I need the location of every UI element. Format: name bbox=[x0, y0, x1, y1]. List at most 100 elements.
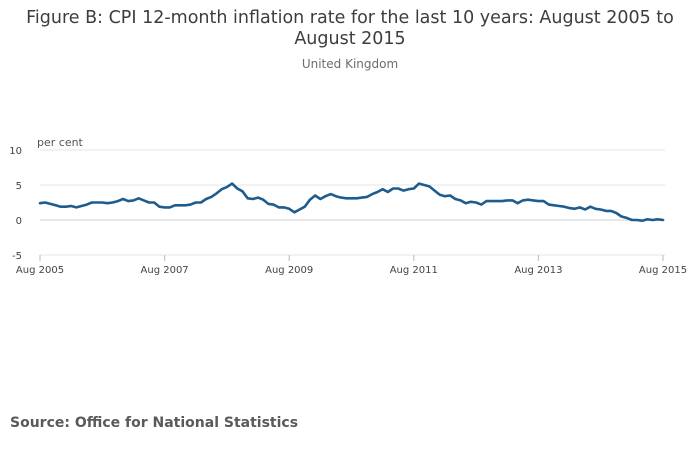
data-point bbox=[594, 208, 596, 210]
data-point bbox=[527, 199, 529, 201]
data-point bbox=[143, 199, 145, 201]
data-point bbox=[511, 199, 513, 201]
data-point bbox=[195, 201, 197, 203]
data-point bbox=[117, 200, 119, 202]
data-point bbox=[345, 197, 347, 199]
data-point bbox=[423, 184, 425, 186]
data-point bbox=[179, 204, 181, 206]
data-point bbox=[70, 205, 72, 207]
data-point bbox=[324, 195, 326, 197]
chart-subtitle: United Kingdom bbox=[301, 57, 399, 71]
data-point bbox=[418, 182, 420, 184]
series-layer bbox=[38, 182, 665, 222]
data-point bbox=[91, 201, 93, 203]
data-point bbox=[288, 208, 290, 210]
data-point bbox=[314, 194, 316, 196]
data-point bbox=[625, 217, 627, 219]
data-point bbox=[137, 197, 139, 199]
data-point bbox=[335, 195, 337, 197]
data-point bbox=[407, 188, 409, 190]
data-point bbox=[226, 186, 228, 188]
data-point bbox=[428, 185, 430, 187]
data-point bbox=[252, 198, 254, 200]
data-point bbox=[636, 219, 638, 221]
y-tick-label: -5 bbox=[12, 251, 22, 262]
data-point bbox=[558, 205, 560, 207]
x-tick-label: Aug 2011 bbox=[390, 265, 438, 276]
gridlines bbox=[40, 149, 665, 256]
data-point bbox=[60, 206, 62, 208]
data-point bbox=[350, 197, 352, 199]
data-point bbox=[387, 191, 389, 193]
data-point bbox=[631, 219, 633, 221]
data-point bbox=[537, 200, 539, 202]
data-point bbox=[662, 219, 664, 221]
data-point bbox=[298, 208, 300, 210]
data-point bbox=[54, 204, 56, 206]
series-line bbox=[38, 182, 665, 222]
data-point bbox=[215, 192, 217, 194]
data-point bbox=[657, 218, 659, 220]
data-point bbox=[444, 195, 446, 197]
data-point bbox=[106, 202, 108, 204]
data-point bbox=[148, 201, 150, 203]
data-point bbox=[392, 187, 394, 189]
data-point bbox=[65, 206, 67, 208]
data-point bbox=[262, 199, 264, 201]
data-point bbox=[96, 201, 98, 203]
data-point bbox=[101, 201, 103, 203]
data-point bbox=[293, 211, 295, 213]
data-point bbox=[49, 203, 51, 205]
y-tick-label: 5 bbox=[16, 181, 22, 192]
data-point bbox=[231, 182, 233, 184]
data-point bbox=[433, 189, 435, 191]
data-point bbox=[381, 188, 383, 190]
data-point bbox=[330, 193, 332, 195]
data-point bbox=[439, 194, 441, 196]
data-point bbox=[184, 204, 186, 206]
data-point bbox=[122, 198, 124, 200]
y-tick-label: 10 bbox=[9, 146, 22, 157]
data-point bbox=[600, 208, 602, 210]
data-point bbox=[163, 206, 165, 208]
y-tick-label: 0 bbox=[16, 216, 22, 227]
data-point bbox=[132, 199, 134, 201]
data-point bbox=[568, 207, 570, 209]
data-point bbox=[236, 187, 238, 189]
data-point bbox=[272, 203, 274, 205]
data-point bbox=[470, 201, 472, 203]
x-tick-label: Aug 2005 bbox=[16, 265, 64, 276]
x-tick-label: Aug 2007 bbox=[141, 265, 189, 276]
data-point bbox=[459, 199, 461, 201]
data-point bbox=[485, 200, 487, 202]
data-point bbox=[86, 203, 88, 205]
data-point bbox=[278, 206, 280, 208]
data-point bbox=[169, 206, 171, 208]
data-point bbox=[548, 203, 550, 205]
data-point bbox=[257, 196, 259, 198]
data-point bbox=[574, 208, 576, 210]
data-point bbox=[267, 203, 269, 205]
data-point bbox=[246, 197, 248, 199]
data-point bbox=[496, 200, 498, 202]
data-point bbox=[39, 202, 41, 204]
data-point bbox=[641, 220, 643, 222]
data-point bbox=[465, 202, 467, 204]
data-point bbox=[413, 187, 415, 189]
data-point bbox=[579, 206, 581, 208]
x-tick-label: Aug 2013 bbox=[514, 265, 562, 276]
data-point bbox=[158, 206, 160, 208]
data-point bbox=[111, 201, 113, 203]
data-point bbox=[646, 218, 648, 220]
data-point bbox=[620, 215, 622, 217]
data-point bbox=[366, 196, 368, 198]
data-point bbox=[340, 196, 342, 198]
data-point bbox=[200, 201, 202, 203]
data-point bbox=[490, 200, 492, 202]
data-point bbox=[584, 208, 586, 210]
data-point bbox=[589, 206, 591, 208]
data-point bbox=[615, 212, 617, 214]
data-point bbox=[506, 199, 508, 201]
data-point bbox=[319, 198, 321, 200]
data-point bbox=[651, 219, 653, 221]
